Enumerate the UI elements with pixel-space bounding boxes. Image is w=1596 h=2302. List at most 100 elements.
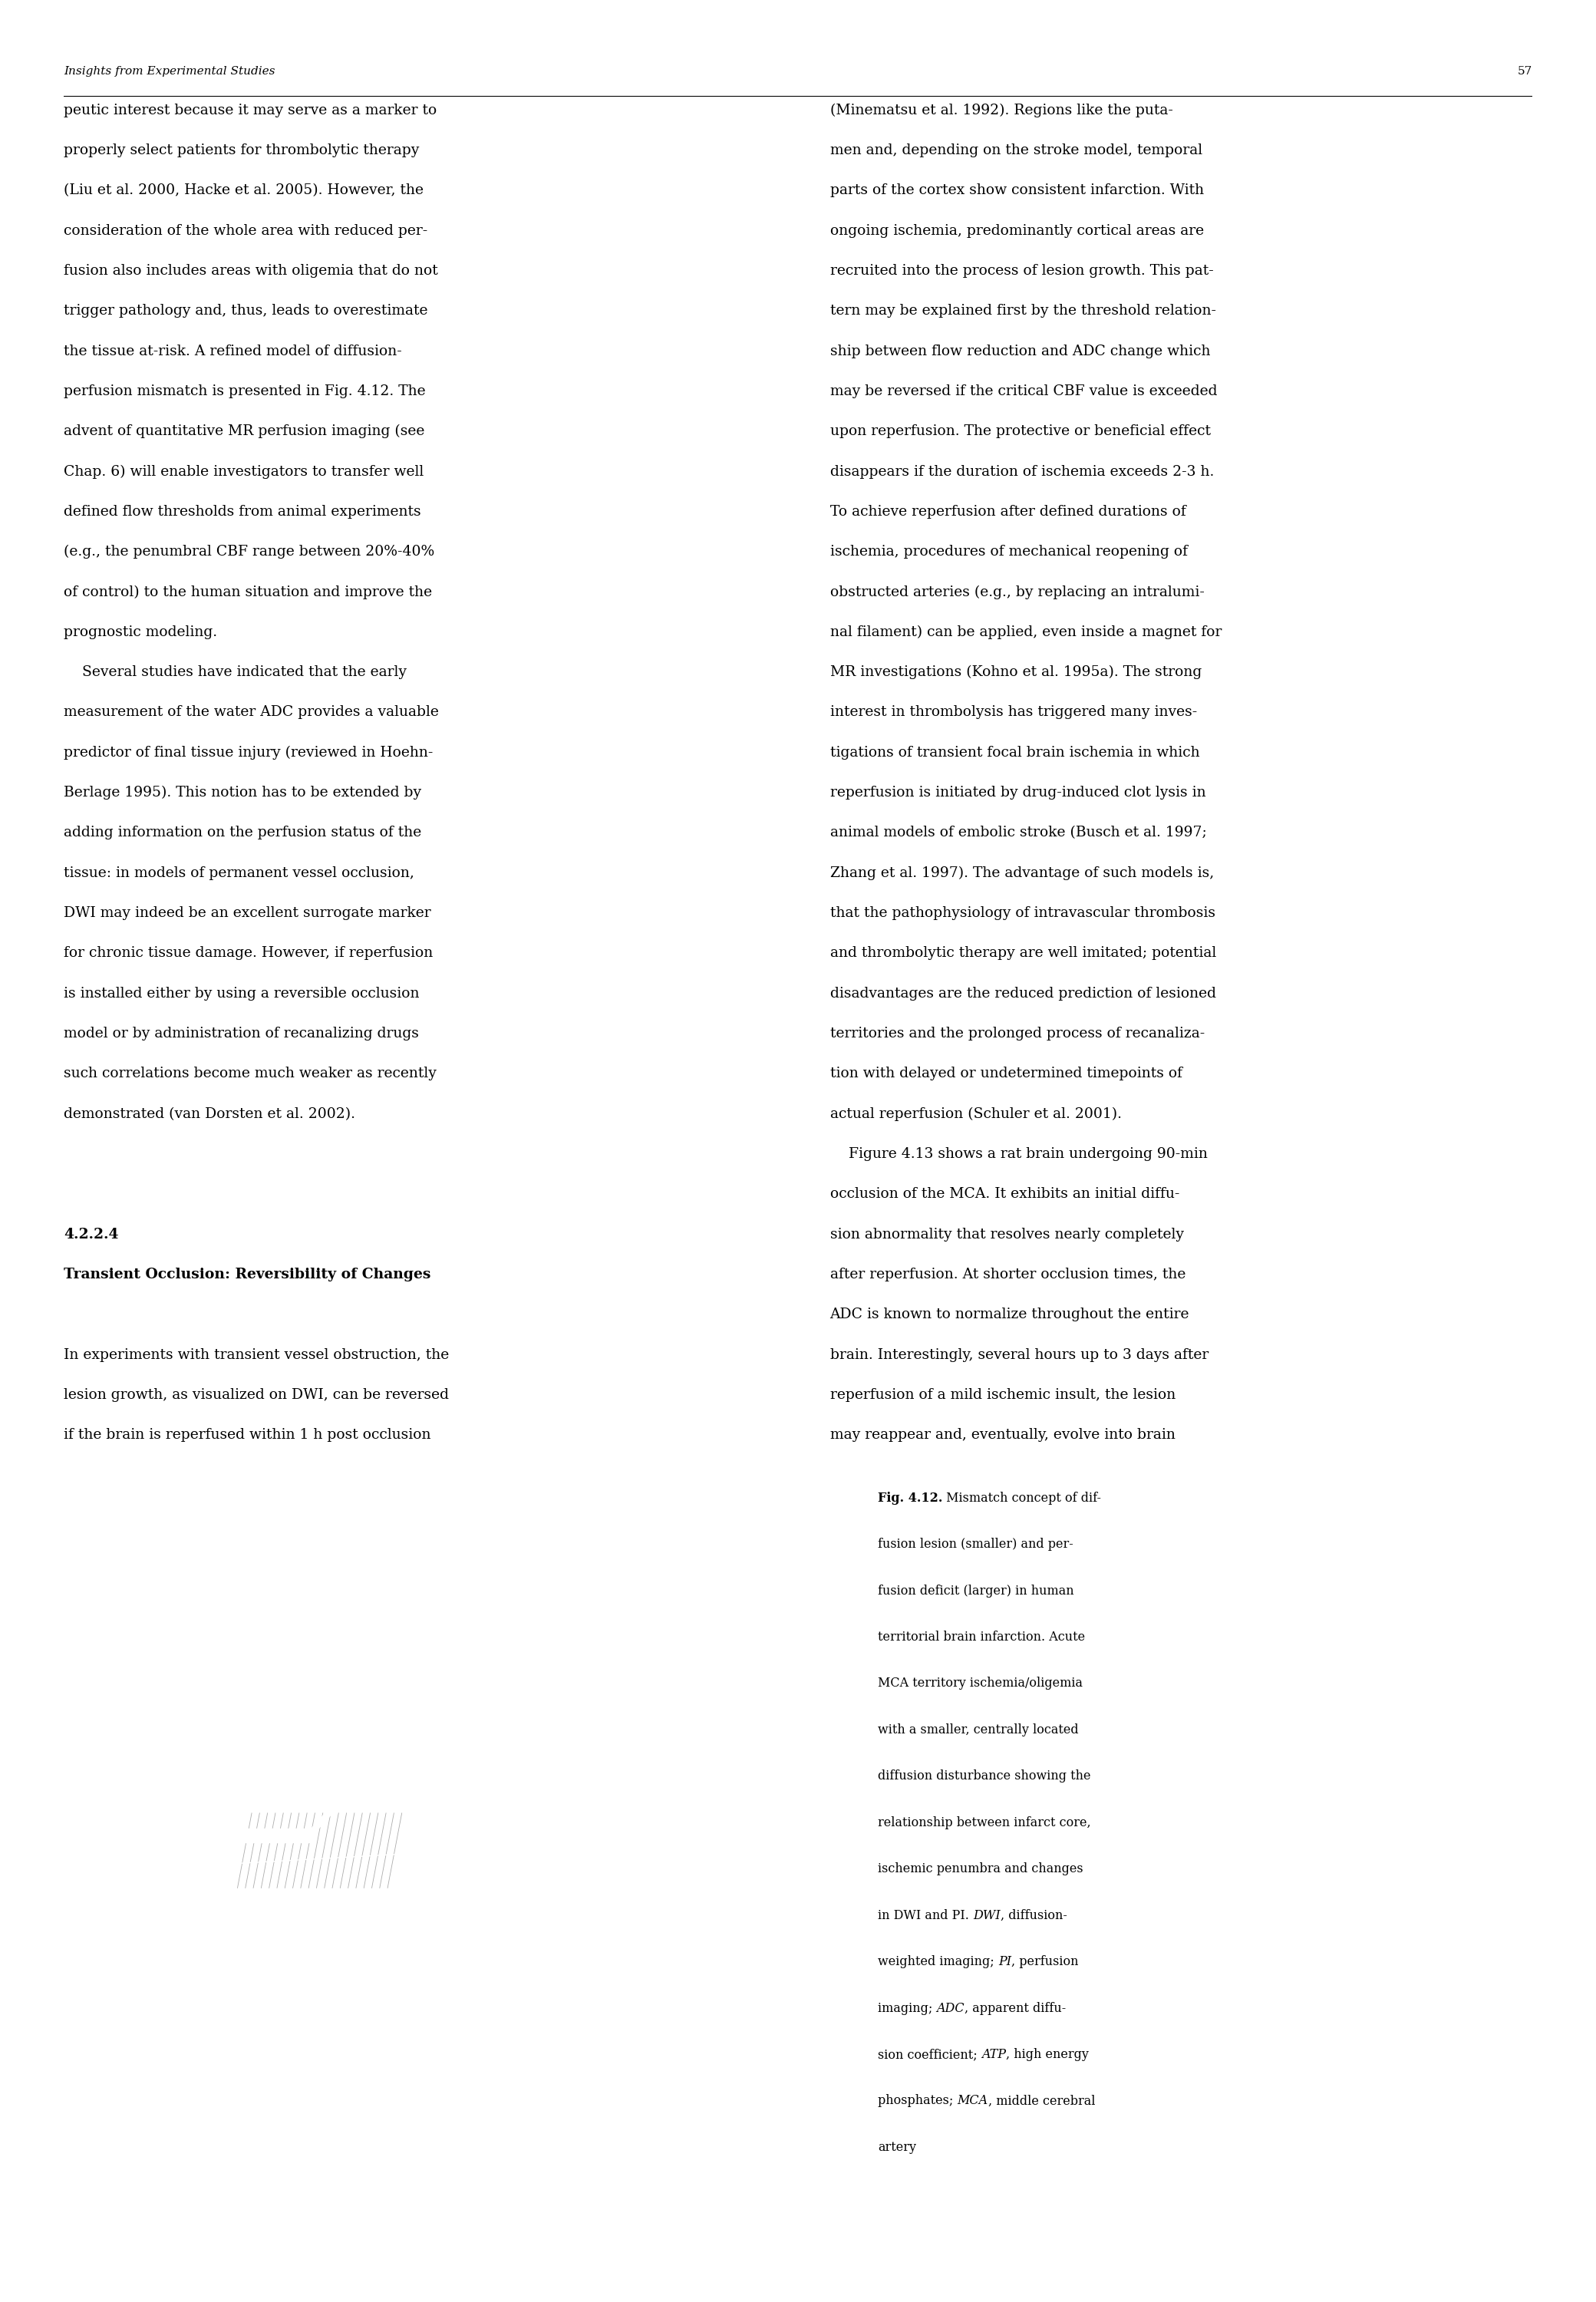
Text: actual reperfusion (Schuler et al. 2001).: actual reperfusion (Schuler et al. 2001)… [830,1107,1122,1121]
Text: reperfusion is initiated by drug-induced clot lysis in: reperfusion is initiated by drug-induced… [830,785,1205,799]
Text: such correlations become much weaker as recently: such correlations become much weaker as … [64,1066,437,1080]
Text: occlusion of the MCA. It exhibits an initial diffu-: occlusion of the MCA. It exhibits an ini… [830,1188,1179,1202]
Text: and thrombolytic therapy are well imitated; potential: and thrombolytic therapy are well imitat… [830,946,1216,960]
Text: Inner penumbra (DWI pathol.,
pH high, ATP normal): Inner penumbra (DWI pathol., pH high, AT… [471,1756,643,1779]
Text: Perfusion deficit (oligemia
and ischemia): Perfusion deficit (oligemia and ischemia… [471,1584,624,1607]
Bar [163,1816,222,1858]
Text: (Liu et al. 2000, Hacke et al. 2005). However, the: (Liu et al. 2000, Hacke et al. 2005). Ho… [64,184,423,198]
Text: Border between DWI
lesion and PI lesion: Border between DWI lesion and PI lesion [442,2033,562,2056]
Text: , high energy: , high energy [1005,2049,1088,2060]
Text: weighted imaging;: weighted imaging; [878,1954,998,1968]
Text: peutic interest because it may serve as a marker to: peutic interest because it may serve as … [64,104,437,117]
Text: tion with delayed or undetermined timepoints of: tion with delayed or undetermined timepo… [830,1066,1183,1080]
Text: with a smaller, centrally located: with a smaller, centrally located [878,1724,1079,1736]
Text: territories and the prolonged process of recanaliza-: territories and the prolonged process of… [830,1027,1205,1041]
Text: demonstrated (van Dorsten et al. 2002).: demonstrated (van Dorsten et al. 2002). [64,1107,356,1121]
Text: ongoing ischemia, predominantly cortical areas are: ongoing ischemia, predominantly cortical… [830,223,1203,237]
Text: if the brain is reperfused within 1 h post occlusion: if the brain is reperfused within 1 h po… [64,1427,431,1441]
Text: Several studies have indicated that the early: Several studies have indicated that the … [64,665,407,679]
Text: sion coefficient;: sion coefficient; [878,2049,982,2060]
Text: (Minematsu et al. 1992). Regions like the puta-: (Minematsu et al. 1992). Regions like th… [830,104,1173,117]
Text: artery: artery [878,2141,916,2155]
Text: obstructed arteries (e.g., by replacing an intralumi-: obstructed arteries (e.g., by replacing … [830,585,1205,599]
Text: fusion also includes areas with oligemia that do not: fusion also includes areas with oligemia… [64,265,437,279]
Text: Border between core and: Border between core and [458,1943,605,1952]
Text: ischemic penumbra and changes: ischemic penumbra and changes [878,1862,1084,1876]
Text: diffusion disturbance showing the: diffusion disturbance showing the [878,1770,1090,1782]
Text: model or by administration of recanalizing drugs: model or by administration of recanalizi… [64,1027,420,1041]
Text: adding information on the perfusion status of the: adding information on the perfusion stat… [64,826,421,840]
Text: interest in thrombolysis has triggered many inves-: interest in thrombolysis has triggered m… [830,704,1197,718]
Text: MR investigations (Kohno et al. 1995a). The strong: MR investigations (Kohno et al. 1995a). … [830,665,1202,679]
Text: disappears if the duration of ischemia exceeds 2-3 h.: disappears if the duration of ischemia e… [830,465,1215,479]
Text: that the pathophysiology of intravascular thrombosis: that the pathophysiology of intravascula… [830,907,1215,921]
Text: may be reversed if the critical CBF value is exceeded: may be reversed if the critical CBF valu… [830,384,1218,398]
Text: prognostic modeling.: prognostic modeling. [64,626,217,640]
Text: may reappear and, eventually, evolve into brain: may reappear and, eventually, evolve int… [830,1427,1175,1441]
Text: MCA territory ischemia/oligemia: MCA territory ischemia/oligemia [878,1676,1082,1690]
Text: MCA: MCA [958,2095,988,2106]
Text: brain. Interestingly, several hours up to 3 days after: brain. Interestingly, several hours up t… [830,1349,1208,1363]
Text: Diffusion-perfusion mismatch in acute MCA stroke: Diffusion-perfusion mismatch in acute MC… [185,1506,701,1524]
Text: Infarct core (ADC low, ATP lost,
PI: severe ischemia): Infarct core (ADC low, ATP lost, PI: sev… [471,1839,651,1862]
Text: after reperfusion. At shorter occlusion times, the: after reperfusion. At shorter occlusion … [830,1268,1186,1282]
Text: defined flow thresholds from animal experiments: defined flow thresholds from animal expe… [64,504,421,518]
Text: territorial brain infarction. Acute: territorial brain infarction. Acute [878,1630,1085,1644]
Text: fusion lesion (smaller) and per-: fusion lesion (smaller) and per- [878,1538,1073,1552]
Text: ischemia, procedures of mechanical reopening of: ischemia, procedures of mechanical reope… [830,546,1187,559]
Text: tigations of transient focal brain ischemia in which: tigations of transient focal brain ische… [830,746,1200,760]
Text: To achieve reperfusion after defined durations of: To achieve reperfusion after defined dur… [830,504,1186,518]
Text: 4.2.2.4: 4.2.2.4 [64,1227,118,1241]
Text: measurement of the water ADC provides a valuable: measurement of the water ADC provides a … [64,704,439,718]
Text: , diffusion-: , diffusion- [1001,1908,1068,1922]
Text: tissue: in models of permanent vessel occlusion,: tissue: in models of permanent vessel oc… [64,866,415,879]
Text: Insights from Experimental Studies: Insights from Experimental Studies [64,67,275,76]
Text: DWI: DWI [974,1908,1001,1922]
Text: animal models of embolic stroke (Busch et al. 1997;: animal models of embolic stroke (Busch e… [830,826,1207,840]
Text: , middle cerebral: , middle cerebral [988,2095,1095,2106]
Text: reperfusion of a mild ischemic insult, the lesion: reperfusion of a mild ischemic insult, t… [830,1388,1175,1402]
Text: PI: PI [998,1954,1012,1968]
Text: Fig. 4.12.: Fig. 4.12. [878,1492,943,1506]
Text: recruited into the process of lesion growth. This pat-: recruited into the process of lesion gro… [830,265,1213,279]
Text: Chap. 6) will enable investigators to transfer well: Chap. 6) will enable investigators to tr… [64,465,425,479]
Text: disadvantages are the reduced prediction of lesioned: disadvantages are the reduced prediction… [830,988,1216,1001]
Text: , apparent diffu-: , apparent diffu- [964,2003,1066,2014]
Text: relationship between infarct core,: relationship between infarct core, [878,1816,1090,1830]
Text: parts of the cortex show consistent infarction. With: parts of the cortex show consistent infa… [830,184,1203,198]
Text: trigger pathology and, thus, leads to overestimate: trigger pathology and, thus, leads to ov… [64,304,428,318]
Text: nal filament) can be applied, even inside a magnet for: nal filament) can be applied, even insid… [830,626,1221,640]
Text: 57: 57 [1518,67,1532,76]
Text: for chronic tissue damage. However, if reperfusion: for chronic tissue damage. However, if r… [64,946,433,960]
Text: Mismatch concept of dif-: Mismatch concept of dif- [943,1492,1101,1506]
Text: is installed either by using a reversible occlusion: is installed either by using a reversibl… [64,988,420,1001]
Text: sion abnormality that resolves nearly completely: sion abnormality that resolves nearly co… [830,1227,1184,1241]
Text: DWI may indeed be an excellent surrogate marker: DWI may indeed be an excellent surrogate… [64,907,431,921]
Text: upon reperfusion. The protective or beneficial effect: upon reperfusion. The protective or bene… [830,424,1210,437]
Text: lesion growth, as visualized on DWI, can be reversed: lesion growth, as visualized on DWI, can… [64,1388,448,1402]
Text: the tissue at-risk. A refined model of diffusion-: the tissue at-risk. A refined model of d… [64,345,402,359]
Text: (e.g., the penumbral CBF range between 20%-40%: (e.g., the penumbral CBF range between 2… [64,546,434,559]
Text: men and, depending on the stroke model, temporal: men and, depending on the stroke model, … [830,143,1202,157]
Text: ADC is known to normalize throughout the entire: ADC is known to normalize throughout the… [830,1308,1189,1321]
Text: imaging;: imaging; [878,2003,937,2014]
Text: phosphates;: phosphates; [878,2095,958,2106]
Text: advent of quantitative MR perfusion imaging (see: advent of quantitative MR perfusion imag… [64,424,425,437]
Text: Berlage 1995). This notion has to be extended by: Berlage 1995). This notion has to be ext… [64,785,421,799]
Text: properly select patients for thrombolytic therapy: properly select patients for thrombolyti… [64,143,420,157]
Text: , perfusion: , perfusion [1012,1954,1079,1968]
Text: In experiments with transient vessel obstruction, the: In experiments with transient vessel obs… [64,1349,448,1363]
Text: tern may be explained first by the threshold relation-: tern may be explained first by the thres… [830,304,1216,318]
Text: Zhang et al. 1997). The advantage of such models is,: Zhang et al. 1997). The advantage of suc… [830,866,1215,879]
Text: fusion deficit (larger) in human: fusion deficit (larger) in human [878,1584,1074,1598]
Text: Transient Occlusion: Reversibility of Changes: Transient Occlusion: Reversibility of Ch… [64,1268,431,1282]
Text: Figure 4.13 shows a rat brain undergoing 90-min: Figure 4.13 shows a rat brain undergoing… [830,1146,1207,1160]
Text: in DWI and PI.: in DWI and PI. [878,1908,974,1922]
Text: of control) to the human situation and improve the: of control) to the human situation and i… [64,585,433,599]
Text: perfusion mismatch is presented in Fig. 4.12. The: perfusion mismatch is presented in Fig. … [64,384,426,398]
Text: ADC: ADC [937,2003,964,2014]
Text: ship between flow reduction and ADC change which: ship between flow reduction and ADC chan… [830,345,1210,359]
Text: Outer penumbra (DWI normal,
PI: ischemia): Outer penumbra (DWI normal, PI: ischemia… [471,1674,645,1697]
Text: consideration of the whole area with reduced per-: consideration of the whole area with red… [64,223,428,237]
Text: predictor of final tissue injury (reviewed in Hoehn-: predictor of final tissue injury (review… [64,746,433,760]
